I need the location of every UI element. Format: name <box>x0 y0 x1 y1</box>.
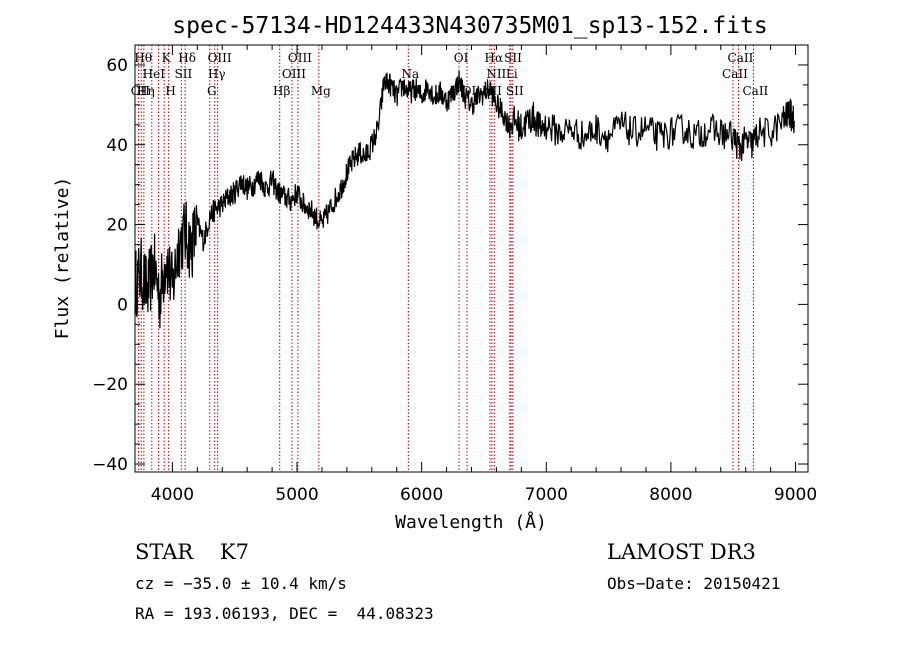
y-tick-label: 20 <box>106 216 128 236</box>
line-label-22: Li <box>506 67 518 81</box>
x-tick-label: 5000 <box>275 485 318 505</box>
chart-title: spec-57134-HD124433N430735M01_sp13-152.f… <box>172 13 767 39</box>
line-label-10: Hγ <box>208 67 226 81</box>
line-label-5: K <box>162 51 172 65</box>
line-label-9: G <box>207 84 217 98</box>
y-tick-label: 40 <box>106 136 128 156</box>
line-label-1: Hθ <box>134 51 152 65</box>
x-tick-label: 7000 <box>525 485 568 505</box>
y-tick-label: 0 <box>117 295 128 315</box>
line-label-12: Hβ <box>273 84 290 98</box>
spectrum-series-line <box>134 70 795 329</box>
observation-date: Obs−Date: 20150421 <box>607 574 781 593</box>
survey-label: LAMOST DR3 <box>607 540 756 564</box>
line-label-23: SII <box>504 51 522 65</box>
line-label-26: CaII <box>728 51 754 65</box>
line-label-20: Hα <box>485 51 504 65</box>
y-tick-label: −20 <box>92 375 128 395</box>
line-label-16: Na <box>401 67 419 81</box>
line-label-17: OI <box>454 51 469 65</box>
line-label-27: CaII <box>742 84 768 98</box>
line-label-8: Hδ <box>178 51 196 65</box>
line-label-21: NII <box>486 67 506 81</box>
line-label-14: OIII <box>288 51 312 65</box>
y-tick-label: 60 <box>106 56 128 76</box>
x-axis-label: Wavelength (Å) <box>395 511 547 533</box>
coordinates: RA = 193.06193, DEC = 44.08323 <box>135 604 434 623</box>
axis-tick-labels: 4000 5000 6000 7000 8000 9000 −40 −20 0 20 40 60 <box>92 56 817 505</box>
line-label-0: OII <box>131 84 151 98</box>
x-tick-label: 4000 <box>151 485 194 505</box>
y-tick-label: −40 <box>92 455 128 475</box>
spectral-line-labels: OIIHθHηHeIKHSIIHδGHγOIIIHβOIIIOIIIMgNaOI… <box>131 51 769 98</box>
line-label-13: OIII <box>282 67 306 81</box>
axis-ticks <box>135 45 808 472</box>
line-label-24: SII <box>506 84 524 98</box>
plot-frame <box>134 44 809 473</box>
object-class-label: STAR K7 <box>135 540 249 564</box>
x-tick-label: 8000 <box>649 485 692 505</box>
line-label-6: H <box>165 84 175 98</box>
line-label-7: SII <box>175 67 193 81</box>
line-label-2: Hη <box>137 84 155 98</box>
x-tick-label: 6000 <box>400 485 443 505</box>
spectral-line-markers <box>137 45 754 472</box>
x-tick-label: 9000 <box>774 485 817 505</box>
line-label-25: CaII <box>722 67 748 81</box>
line-label-15: Mg <box>311 84 331 98</box>
line-label-11: OIII <box>208 51 232 65</box>
redshift-velocity: cz = −35.0 ± 10.4 km/s <box>135 574 347 593</box>
line-label-3: HeI <box>143 67 166 81</box>
y-axis-label: Flux (relative) <box>52 177 73 340</box>
